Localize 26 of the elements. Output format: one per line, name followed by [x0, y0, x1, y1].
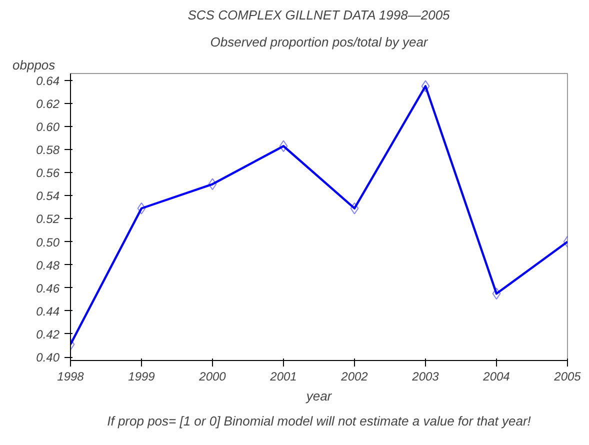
y-tick-label: 0.56	[36, 166, 60, 180]
x-axis-title: year	[305, 388, 332, 404]
x-tick-label: 2002	[340, 370, 368, 384]
y-tick-label: 0.54	[36, 189, 60, 204]
y-tick-label: 0.64	[36, 74, 60, 88]
x-tick-label: 1998	[57, 370, 84, 384]
chart-subtitle: Observed proportion pos/total by year	[210, 34, 428, 50]
y-tick-label: 0.58	[36, 143, 60, 158]
x-tick-label: 2001	[269, 370, 297, 384]
y-tick-label: 0.42	[36, 327, 60, 342]
x-tick-label: 2004	[482, 370, 510, 384]
y-tick-label: 0.62	[36, 96, 60, 111]
y-tick-label: 0.52	[36, 212, 60, 226]
y-tick-label: 0.46	[36, 281, 60, 296]
x-tick-label: 2005	[553, 370, 582, 384]
x-tick-label: 2003	[411, 370, 440, 384]
x-tick-label: 1999	[128, 370, 156, 384]
text: If prop pos= [1 or 0] Binomial model will not estimate a value for that year!	[107, 414, 532, 428]
y-axis-title: obppos	[12, 58, 56, 72]
chart-title: SCS COMPLEX GILLNET DATA 1998—2005	[188, 8, 451, 22]
y-tick-label: 0.44	[36, 304, 60, 318]
y-tick-label: 0.40	[36, 350, 60, 365]
y-tick-label: 0.48	[36, 258, 60, 272]
x-tick-label: 2000	[198, 370, 226, 384]
y-tick-label: 0.50	[36, 235, 60, 250]
y-tick-label: 0.60	[36, 120, 60, 134]
